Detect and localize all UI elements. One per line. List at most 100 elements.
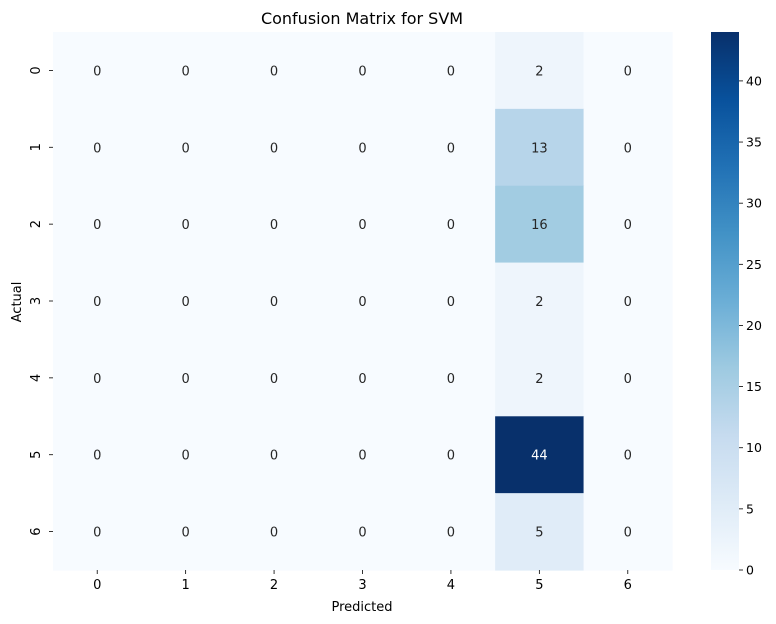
heatmap-cell [53,416,143,494]
y-tick-label: 4 [29,374,44,382]
heatmap-cell [495,339,585,417]
heatmap-cell-label: 13 [531,141,548,156]
colorbar-tick-label: 40 [746,73,762,88]
heatmap-cell-label: 2 [535,64,543,79]
heatmap-cell [495,185,585,264]
heatmap-cell-label: 0 [447,141,455,156]
heatmap-cell-label: 0 [93,449,101,464]
colorbar-gradient [711,32,739,570]
heatmap-cell-label: 0 [93,526,101,541]
chart-title: Confusion Matrix for SVM [261,9,463,28]
x-axis: 0 1 2 3 4 5 6 [93,570,632,593]
heatmap-cell-label: 2 [535,295,543,310]
colorbar-tick-label: 25 [746,257,762,272]
heatmap-cell [583,108,673,187]
heatmap-cell-label: 0 [181,372,189,387]
heatmap-cell-label: 0 [358,64,366,79]
heatmap-cell [229,416,319,494]
heatmap-cell-label: 0 [358,218,366,233]
x-tick-label: 4 [447,578,455,593]
colorbar-tick-label: 15 [746,379,762,394]
heatmap-cell-label: 0 [93,295,101,310]
heatmap-cell-label: 44 [531,449,548,464]
heatmap-cell [318,339,408,417]
heatmap-cell-label: 0 [270,526,278,541]
heatmap-cell [406,493,496,571]
heatmap-cell-label: 0 [624,295,632,310]
heatmap-cell-label: 0 [270,295,278,310]
x-tick-label: 1 [182,578,190,593]
heatmap-cell-label: 0 [624,141,632,156]
heatmap-cell-label: 0 [93,64,101,79]
heatmap-cell [229,262,319,341]
heatmap-cell [406,416,496,494]
heatmap-cell [141,185,231,264]
y-tick-label: 2 [29,220,44,228]
heatmap-cell-label: 0 [358,449,366,464]
y-tick-label: 0 [29,66,44,74]
heatmap-cell [318,185,408,264]
heatmap-cell-label: 0 [624,218,632,233]
heatmap-cell-label: 0 [447,218,455,233]
colorbar-tick-label: 35 [746,135,762,150]
heatmap-cell [583,493,673,571]
y-tick-label: 3 [29,297,44,305]
heatmap-cell [406,108,496,187]
heatmap-cell-label: 2 [535,372,543,387]
heatmap-cell-label: 0 [447,64,455,79]
heatmap-cell-label: 5 [535,526,543,541]
heatmap-cell-label: 0 [358,295,366,310]
heatmap-cell-label: 0 [181,295,189,310]
heatmap-cell-label: 0 [270,372,278,387]
colorbar-tick-label: 10 [746,440,762,455]
y-tick-label: 1 [29,143,44,151]
x-tick-label: 5 [535,578,543,593]
heatmap-cell [229,339,319,417]
heatmap-cell [229,108,319,187]
heatmap-cell [495,416,585,494]
x-axis-label: Predicted [331,600,392,615]
heatmap-cell-label: 0 [624,449,632,464]
y-tick-label: 5 [29,451,44,459]
heatmap-cell [583,262,673,341]
heatmap-cell [406,185,496,264]
colorbar-tick-label: 5 [746,501,754,516]
heatmap-cell [406,339,496,417]
heatmap-cell-label: 0 [270,218,278,233]
heatmap-cell [318,416,408,494]
heatmap-grid [53,32,673,571]
heatmap-cell-label: 16 [531,218,548,233]
heatmap-cell-label: 0 [447,526,455,541]
heatmap-cell [141,339,231,417]
heatmap-cell-label: 0 [358,526,366,541]
heatmap-cell [229,493,319,571]
heatmap-cell-label: 0 [181,64,189,79]
heatmap-cell-label: 0 [447,449,455,464]
heatmap-cell-label: 0 [93,218,101,233]
heatmap-cell-label: 0 [93,372,101,387]
heatmap-cell-label: 0 [624,372,632,387]
x-tick-label: 6 [624,578,632,593]
heatmap-cell-label: 0 [624,526,632,541]
heatmap-cell [318,108,408,187]
x-tick-label: 2 [270,578,278,593]
heatmap-cell [229,185,319,264]
heatmap-cell [318,262,408,341]
colorbar-tick-label: 0 [746,563,754,578]
heatmap-cell [53,262,143,341]
heatmap-cell-label: 0 [270,64,278,79]
heatmap-cell [583,32,673,110]
heatmap-cell [53,493,143,571]
heatmap-cell [495,262,585,341]
heatmap-cell [229,32,319,110]
heatmap-cell [495,32,585,110]
heatmap-cell-label: 0 [447,372,455,387]
heatmap-cell [318,32,408,110]
heatmap-cell-label: 0 [181,449,189,464]
heatmap-cell-label: 0 [358,141,366,156]
heatmap-cell-label: 0 [181,218,189,233]
colorbar: 0 5 10 15 20 25 30 35 40 [711,32,762,578]
colorbar-tick-label: 20 [746,318,762,333]
y-tick-label: 6 [29,527,44,535]
